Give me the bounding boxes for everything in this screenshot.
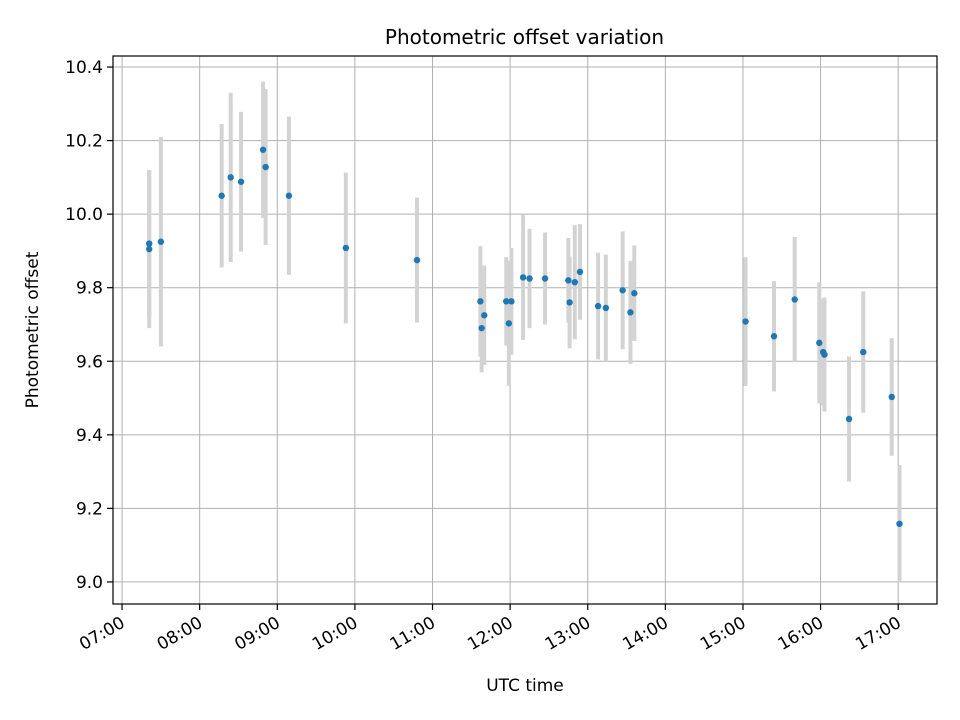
data-point <box>565 277 572 284</box>
data-point <box>860 348 867 356</box>
data-point <box>146 240 153 247</box>
data-points <box>146 146 903 528</box>
data-point <box>218 192 225 199</box>
data-point <box>816 339 823 347</box>
data-point <box>477 298 484 305</box>
data-point <box>821 351 828 358</box>
data-point <box>285 192 293 199</box>
y-axis-ticks: 9.0 9.2 9.4 9.6 9.8 10.0 10.2 10.4 <box>65 58 113 593</box>
data-point <box>342 244 350 252</box>
x-tick-label: 07:00 <box>76 613 128 655</box>
x-axis-ticks: 07:00 08:00 09:00 10:00 11:00 12:00 13:00 14:00… <box>76 604 905 655</box>
data-point <box>770 333 778 340</box>
data-point <box>576 268 584 276</box>
plot-area-frame <box>112 55 938 605</box>
data-point <box>631 290 638 297</box>
data-point <box>262 163 269 171</box>
y-tick-label: 10.0 <box>65 205 103 225</box>
y-tick-label: 9.0 <box>76 573 103 593</box>
data-point <box>146 245 153 253</box>
y-axis-label: Photometric offset <box>23 251 43 408</box>
x-tick-label: 16:00 <box>775 613 827 655</box>
y-tick-label: 9.6 <box>76 352 103 372</box>
y-tick-label: 10.2 <box>65 132 103 152</box>
x-tick-label: 11:00 <box>387 613 439 655</box>
data-point <box>157 238 165 245</box>
data-point <box>896 520 903 528</box>
x-tick-label: 13:00 <box>542 613 594 655</box>
grid-lines <box>113 56 937 604</box>
y-tick-label: 9.2 <box>76 499 103 519</box>
data-point <box>627 309 634 316</box>
data-point <box>619 287 626 294</box>
data-point <box>505 320 513 327</box>
x-tick-label: 15:00 <box>697 613 749 655</box>
data-point <box>602 304 610 312</box>
y-tick-label: 10.4 <box>65 58 103 78</box>
data-point <box>481 312 488 319</box>
data-point <box>791 296 798 303</box>
x-tick-label: 12:00 <box>464 613 516 655</box>
x-axis-label: UTC time <box>486 676 564 696</box>
x-tick-label: 17:00 <box>852 613 904 655</box>
data-point <box>227 174 234 181</box>
error-bars <box>147 81 902 583</box>
data-point <box>742 318 749 325</box>
y-tick-label: 9.8 <box>76 279 103 299</box>
x-tick-label: 09:00 <box>231 613 283 655</box>
data-point <box>845 415 853 423</box>
data-point <box>541 275 549 282</box>
data-point <box>259 146 267 153</box>
data-point <box>519 274 527 281</box>
y-tick-label: 9.4 <box>76 426 103 446</box>
data-point <box>571 278 579 286</box>
data-point <box>566 299 573 306</box>
data-point <box>237 178 245 185</box>
chart-title: Photometric offset variation <box>385 25 664 49</box>
data-point <box>413 256 421 264</box>
data-point <box>503 298 510 305</box>
data-point <box>508 298 515 305</box>
data-point <box>526 275 533 282</box>
data-point <box>594 302 602 310</box>
data-point <box>888 393 895 401</box>
data-point <box>478 324 485 332</box>
x-tick-label: 08:00 <box>154 613 206 655</box>
x-tick-label: 14:00 <box>619 613 671 655</box>
x-tick-label: 10:00 <box>309 613 361 655</box>
